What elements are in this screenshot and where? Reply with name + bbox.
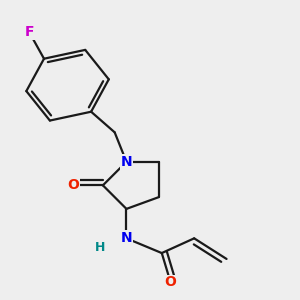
Text: N: N (121, 155, 132, 169)
Text: H: H (95, 241, 105, 254)
Text: F: F (25, 25, 34, 39)
Text: O: O (165, 275, 176, 290)
Text: N: N (121, 231, 132, 245)
Text: O: O (68, 178, 80, 192)
